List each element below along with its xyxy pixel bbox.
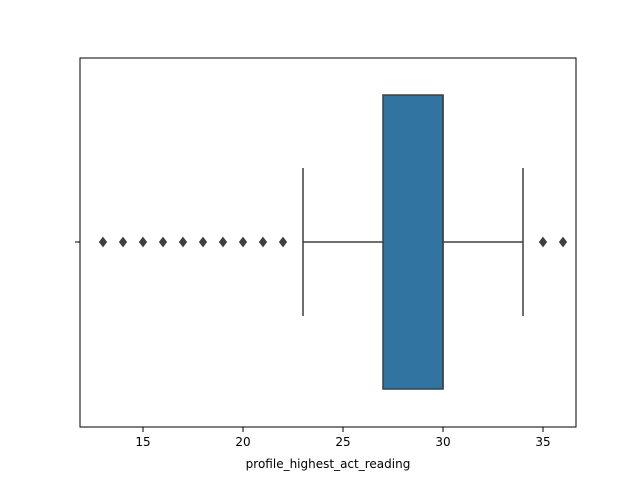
box-plot-marks [98,94,568,390]
x-tick-label: 15 [135,435,150,449]
outlier-point [118,236,128,248]
outlier-point [178,236,188,248]
outlier-point [278,236,288,248]
x-tick-label: 25 [335,435,350,449]
x-tick-label: 30 [435,435,450,449]
x-tick-label: 20 [235,435,250,449]
outlier-point [538,236,548,248]
outlier-point [238,236,248,248]
x-axis-label: profile_highest_act_reading [246,457,411,471]
outlier-point [218,236,228,248]
outlier-point [198,236,208,248]
outlier-point [258,236,268,248]
x-axis-ticks: 15 20 25 30 35 [135,427,551,449]
outlier-point [138,236,148,248]
iqr-box [382,94,444,390]
x-tick-label: 35 [535,435,550,449]
outlier-point [158,236,168,248]
outlier-point [98,236,108,248]
outlier-point [558,236,568,248]
